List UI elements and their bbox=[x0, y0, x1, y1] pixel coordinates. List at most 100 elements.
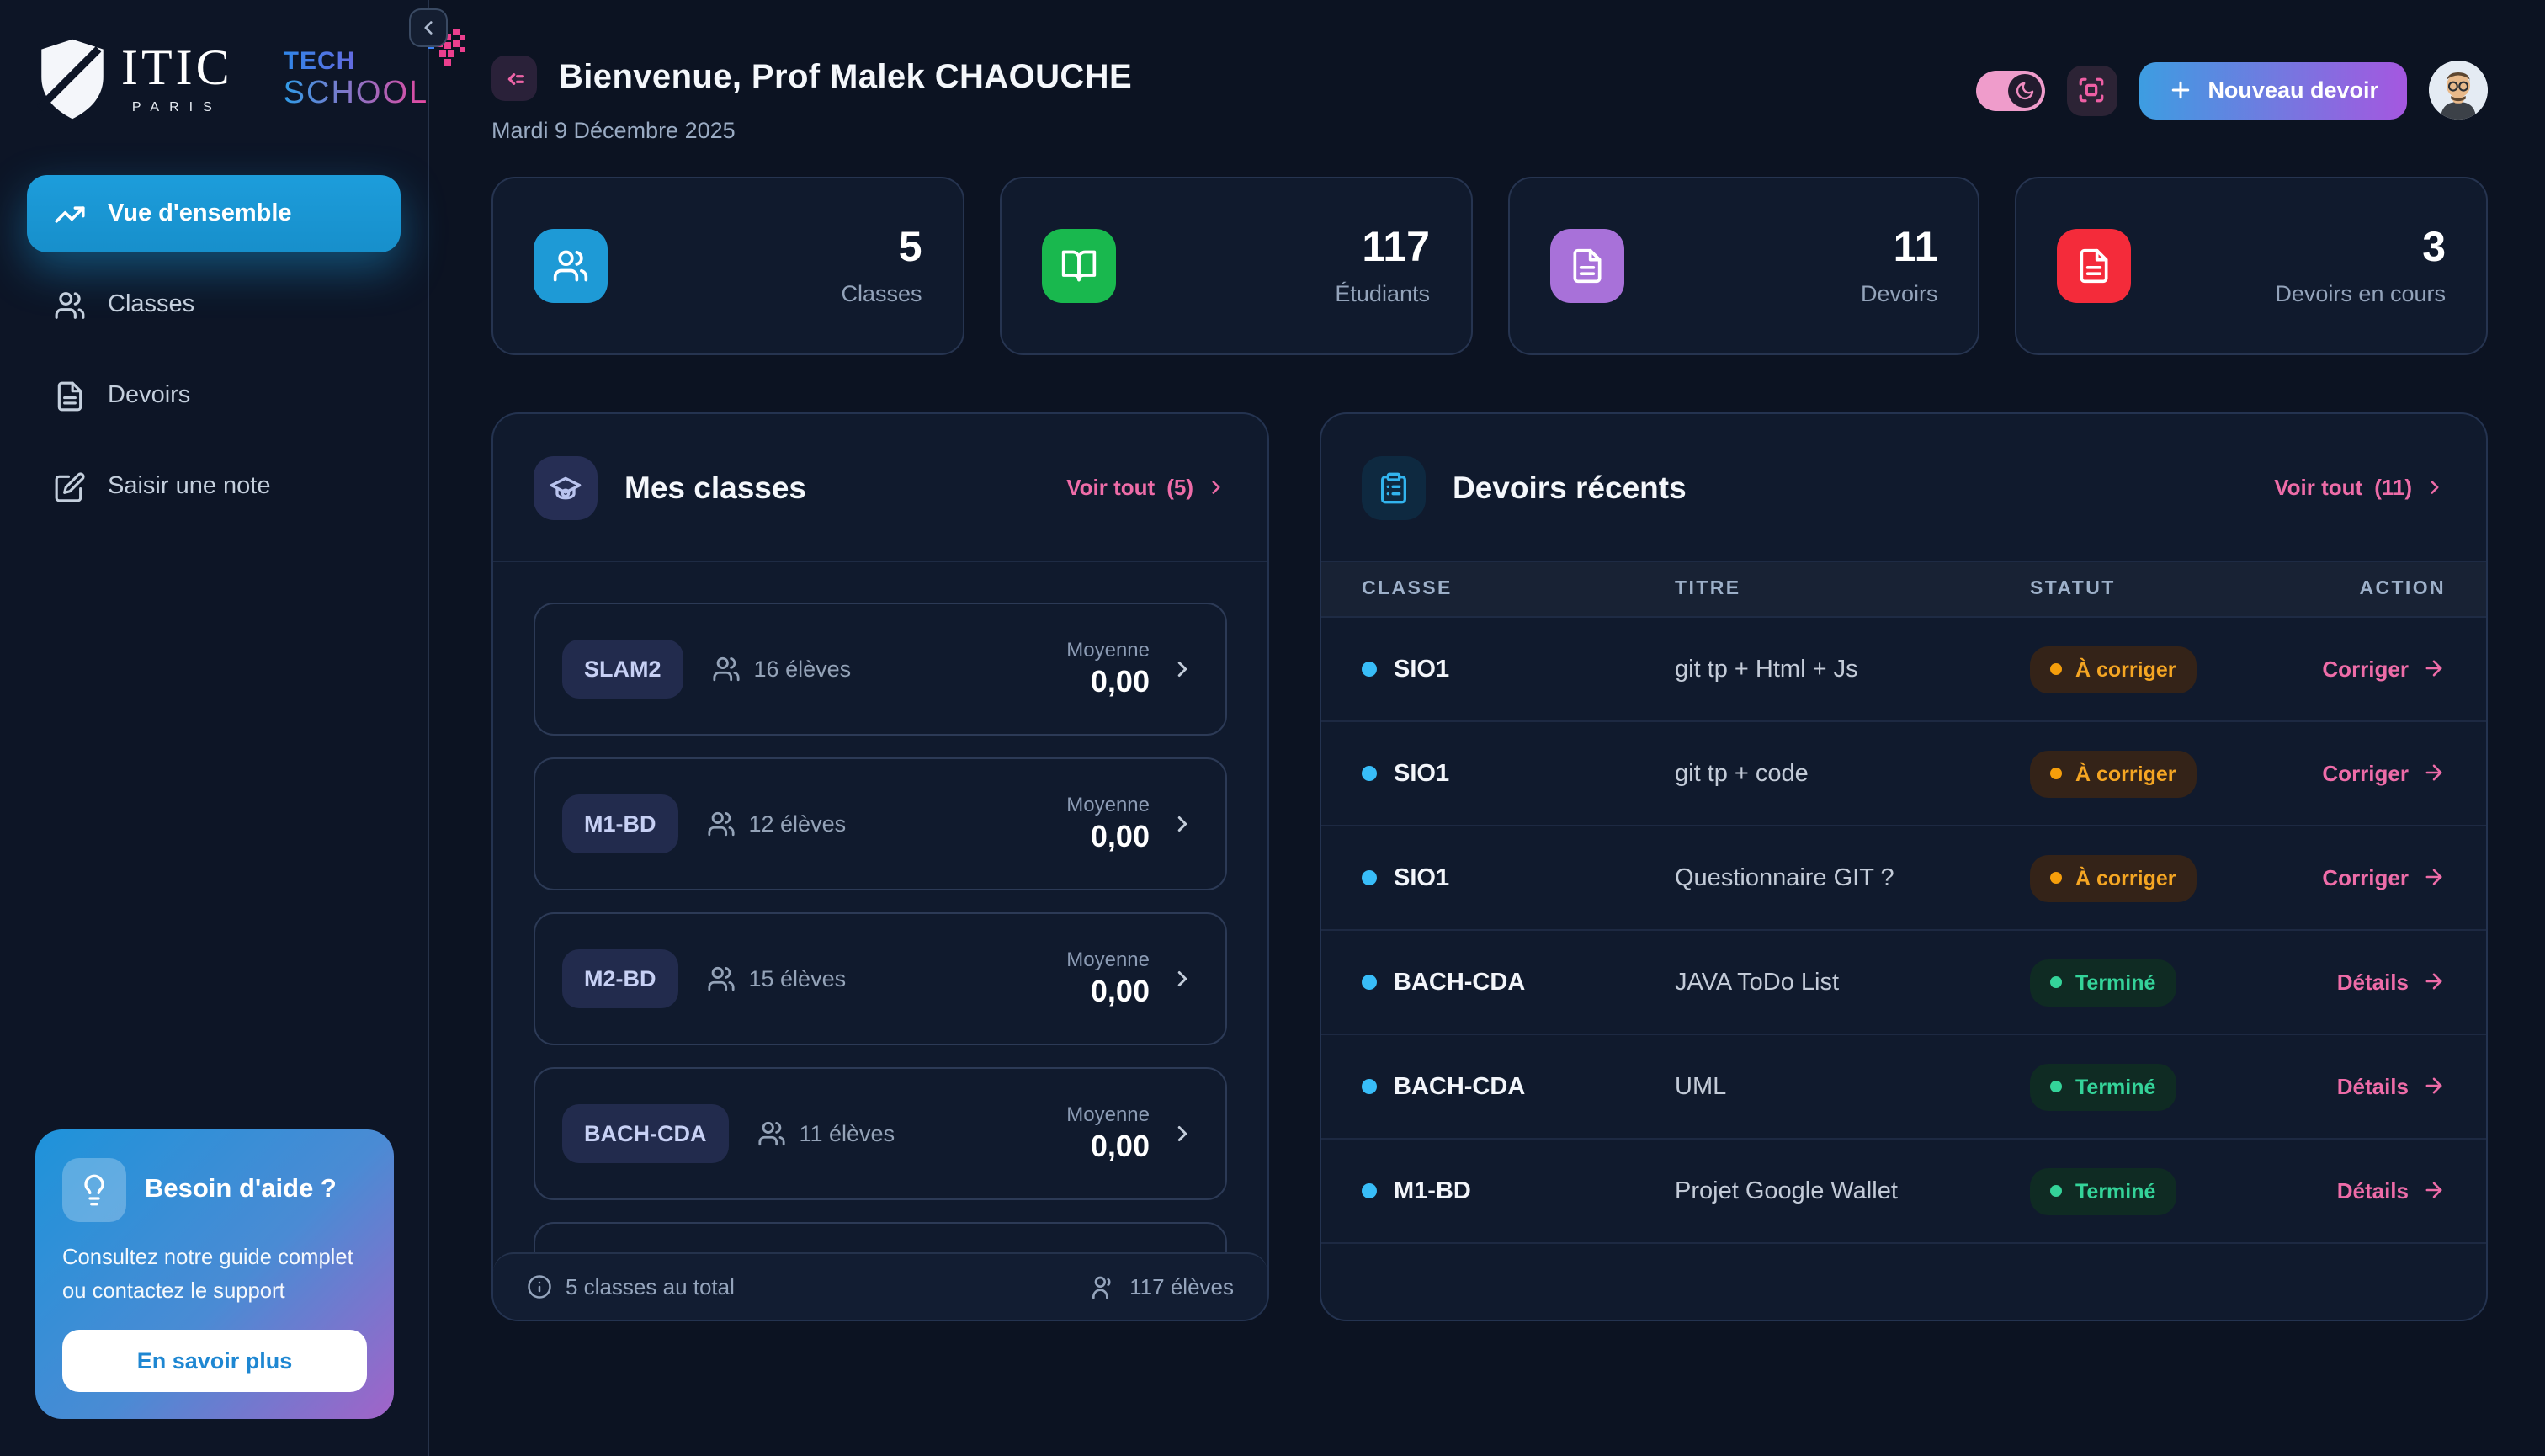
brand-paris: PARIS bbox=[131, 99, 222, 114]
stats-row: 5 Classes 117 Étudiants 11 D bbox=[491, 177, 2488, 355]
col-classe: CLASSE bbox=[1362, 579, 1453, 599]
fullscreen-button[interactable] bbox=[2066, 65, 2117, 115]
col-statut: STATUT bbox=[2030, 579, 2116, 599]
moon-icon bbox=[2007, 73, 2042, 107]
correct-link[interactable]: Corriger bbox=[2322, 864, 2446, 890]
brand-school: SCHOOL bbox=[283, 76, 429, 111]
table-row: SIO1 Questionnaire GIT ? À corriger Corr… bbox=[1321, 826, 2486, 931]
students-total: 117 élèves bbox=[1129, 1274, 1234, 1299]
details-link[interactable]: Détails bbox=[2337, 1177, 2446, 1203]
class-badge: SLAM2 bbox=[562, 640, 683, 699]
class-list-footer: 5 classes au total 117 élèves bbox=[493, 1252, 1267, 1320]
class-list-item[interactable]: M2-BD 15 élèves Moyenne 0,00 bbox=[534, 912, 1227, 1045]
status-badge: Terminé bbox=[2030, 959, 2176, 1006]
page-header: Bienvenue, Prof Malek CHAOUCHE Mardi 9 D… bbox=[491, 56, 2488, 143]
correct-link[interactable]: Corriger bbox=[2322, 760, 2446, 785]
help-card: Besoin d'aide ? Consultez notre guide co… bbox=[35, 1129, 394, 1419]
chevron-right-icon bbox=[2424, 476, 2446, 498]
class-dot bbox=[1362, 975, 1377, 990]
classes-panel-title: Mes classes bbox=[624, 469, 807, 504]
class-dot bbox=[1362, 662, 1377, 677]
arrow-right-icon bbox=[2422, 865, 2446, 889]
chevron-right-icon bbox=[1170, 966, 1195, 991]
class-list: SLAM2 16 élèves Moyenne 0,00 bbox=[493, 562, 1267, 1320]
sidebar-item-label: Vue d'ensemble bbox=[108, 200, 292, 227]
avatar[interactable] bbox=[2429, 61, 2488, 120]
sidebar-item-assignments[interactable]: Devoirs bbox=[27, 357, 401, 434]
assignments-view-all-link[interactable]: Voir tout (11) bbox=[2274, 475, 2446, 500]
table-row: M1-BD Projet Google Wallet Terminé Détai… bbox=[1321, 1140, 2486, 1244]
sidebar-item-label: Devoirs bbox=[108, 382, 191, 409]
info-icon bbox=[527, 1274, 552, 1299]
stat-value: 5 bbox=[898, 224, 922, 272]
clipboard-icon bbox=[1362, 455, 1426, 519]
avg-label: Moyenne bbox=[1066, 793, 1150, 816]
arrow-right-icon bbox=[2422, 1074, 2446, 1097]
correct-link[interactable]: Corriger bbox=[2322, 656, 2446, 681]
chevron-right-icon bbox=[1170, 811, 1195, 837]
chevron-right-icon bbox=[1170, 1121, 1195, 1146]
sidebar-item-label: Classes bbox=[108, 291, 195, 318]
avg-value: 0,00 bbox=[1090, 820, 1150, 853]
avg-value: 0,00 bbox=[1090, 665, 1150, 699]
details-link[interactable]: Détails bbox=[2337, 1073, 2446, 1098]
class-dot bbox=[1362, 766, 1377, 781]
classes-view-all-link[interactable]: Voir tout (5) bbox=[1066, 475, 1227, 500]
users-icon bbox=[712, 655, 741, 683]
status-badge: Terminé bbox=[2030, 1063, 2176, 1110]
class-list-item[interactable]: SLAM2 16 élèves Moyenne 0,00 bbox=[534, 603, 1227, 736]
avg-value: 0,00 bbox=[1090, 975, 1150, 1008]
new-assignment-button[interactable]: Nouveau devoir bbox=[2139, 61, 2407, 119]
users-icon bbox=[534, 229, 608, 303]
edit-icon bbox=[54, 470, 86, 502]
brand-itic: ITIC bbox=[121, 40, 233, 96]
stat-value: 117 bbox=[1362, 224, 1430, 272]
stat-label: Étudiants bbox=[1335, 280, 1430, 306]
chevron-right-icon bbox=[1170, 656, 1195, 682]
class-list-item[interactable]: M1-BD 12 élèves Moyenne 0,00 bbox=[534, 757, 1227, 890]
details-link[interactable]: Détails bbox=[2337, 969, 2446, 994]
file-text-icon bbox=[1549, 229, 1623, 303]
users-icon bbox=[54, 289, 86, 321]
arrow-right-icon bbox=[2422, 656, 2446, 680]
assignments-panel-title: Devoirs récents bbox=[1453, 469, 1687, 504]
person-icon bbox=[1089, 1273, 1116, 1300]
main-content: Bienvenue, Prof Malek CHAOUCHE Mardi 9 D… bbox=[429, 0, 2545, 1456]
learn-more-button[interactable]: En savoir plus bbox=[62, 1330, 367, 1392]
avg-label: Moyenne bbox=[1066, 638, 1150, 662]
collapse-menu-button[interactable] bbox=[491, 56, 537, 101]
help-title: Besoin d'aide ? bbox=[145, 1175, 337, 1204]
class-dot bbox=[1362, 1183, 1377, 1198]
sidebar-item-enter-grade[interactable]: Saisir une note bbox=[27, 448, 401, 525]
stat-card-assignments-in-progress: 3 Devoirs en cours bbox=[2015, 177, 2488, 355]
users-icon bbox=[757, 1119, 786, 1148]
stat-label: Devoirs bbox=[1860, 280, 1938, 306]
page-title: Bienvenue, Prof Malek CHAOUCHE bbox=[559, 59, 1133, 96]
table-header: CLASSE TITRE STATUT ACTION bbox=[1321, 562, 2486, 618]
users-icon bbox=[707, 810, 736, 838]
class-list-item[interactable]: BACH-CDA 11 élèves Moyenne 0,00 bbox=[534, 1067, 1227, 1200]
class-badge: M1-BD bbox=[562, 794, 678, 853]
stat-label: Devoirs en cours bbox=[2275, 280, 2446, 306]
file-text-icon bbox=[54, 380, 86, 412]
stat-card-assignments: 11 Devoirs bbox=[1507, 177, 1980, 355]
sidebar-item-overview[interactable]: Vue d'ensemble bbox=[27, 175, 401, 252]
arrow-right-icon bbox=[2422, 970, 2446, 993]
collapse-menu-icon bbox=[501, 65, 528, 92]
table-row: BACH-CDA JAVA ToDo List Terminé Détails bbox=[1321, 931, 2486, 1035]
status-badge: Terminé bbox=[2030, 1167, 2176, 1214]
status-badge: À corriger bbox=[2030, 646, 2197, 693]
sidebar-item-label: Saisir une note bbox=[108, 473, 271, 500]
brand-logo: ITIC PARIS TECH SCHOOL bbox=[0, 0, 465, 138]
table-row: SIO1 git tp + Html + Js À corriger Corri… bbox=[1321, 618, 2486, 722]
stat-label: Classes bbox=[841, 280, 922, 306]
brand-tech: TECH bbox=[284, 49, 429, 74]
sidebar-item-classes[interactable]: Classes bbox=[27, 266, 401, 343]
theme-toggle[interactable] bbox=[1975, 70, 2045, 110]
sidebar-collapse-button[interactable] bbox=[409, 8, 448, 47]
file-text-icon bbox=[2057, 229, 2132, 303]
col-action: ACTION bbox=[2359, 579, 2446, 599]
avg-value: 0,00 bbox=[1090, 1129, 1150, 1163]
arrow-right-icon bbox=[2422, 1178, 2446, 1202]
